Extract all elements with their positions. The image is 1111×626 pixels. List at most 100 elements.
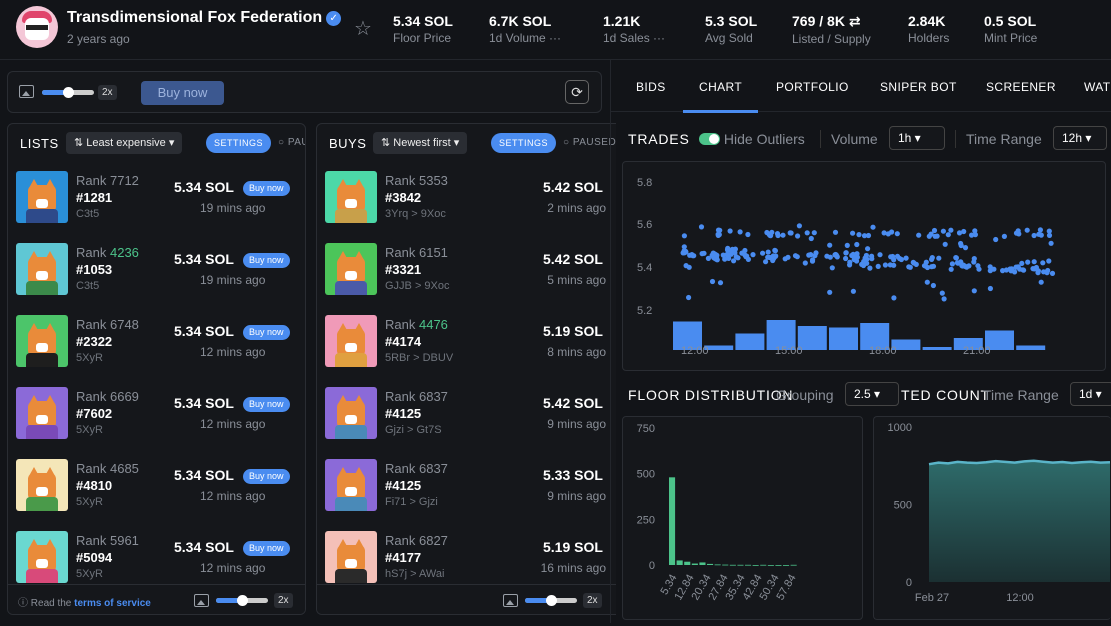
listed-range-dropdown[interactable]: 1d ▾ bbox=[1070, 382, 1111, 406]
listing-row[interactable]: Rank 6748 #2322 5XyR 5.34 SOL Buy now 12 mins… bbox=[8, 306, 305, 378]
rank-label: Rank 5353 bbox=[385, 173, 448, 188]
buys-settings-button[interactable]: SETTINGS bbox=[491, 133, 557, 153]
floor-bar bbox=[714, 564, 721, 566]
volume-bar bbox=[797, 326, 827, 350]
trade-point bbox=[936, 255, 942, 261]
stat-1d-sales[interactable]: 1.21K 1d Sales ··· bbox=[603, 13, 666, 45]
nft-thumbnail[interactable] bbox=[16, 531, 68, 583]
sale-row[interactable]: Rank 6837 #4125 Fi71 > Gjzi 5.33 SOL 9 mins … bbox=[317, 450, 616, 522]
nft-thumbnail[interactable] bbox=[325, 387, 377, 439]
nft-thumbnail[interactable] bbox=[16, 171, 68, 223]
favorite-star-icon[interactable]: ☆ bbox=[354, 18, 372, 40]
rank-value: 4476 bbox=[418, 317, 448, 332]
nft-thumbnail[interactable] bbox=[325, 531, 377, 583]
listed-time: 19 mins ago bbox=[200, 201, 266, 215]
tab-watchlist[interactable]: WATC bbox=[1084, 80, 1111, 94]
owner-address: C3t5 bbox=[76, 208, 100, 220]
row-buy-now-button[interactable]: Buy now bbox=[243, 253, 290, 268]
sale-row[interactable]: Rank 6837 #4125 Gjzi > Gt7S 5.42 SOL 9 mins … bbox=[317, 378, 616, 450]
row-buy-now-button[interactable]: Buy now bbox=[243, 469, 290, 484]
nft-thumbnail[interactable] bbox=[16, 387, 68, 439]
owner-address: GJJB > 9Xoc bbox=[385, 280, 450, 292]
rank-value: 6748 bbox=[109, 317, 139, 332]
floor-bar bbox=[745, 564, 752, 566]
rank-label: Rank 6669 bbox=[76, 389, 139, 404]
row-buy-now-button[interactable]: Buy now bbox=[243, 181, 290, 196]
tab-screener[interactable]: SCREENER bbox=[986, 80, 1056, 94]
lists-settings-button[interactable]: SETTINGS bbox=[206, 133, 272, 153]
nft-thumbnail[interactable] bbox=[16, 243, 68, 295]
sale-price: 5.33 SOL bbox=[543, 467, 603, 483]
nft-number: #1053 bbox=[76, 262, 113, 277]
nft-thumbnail[interactable] bbox=[325, 243, 377, 295]
hide-outliers-toggle[interactable]: Hide Outliers bbox=[699, 131, 805, 147]
floor-bar bbox=[752, 565, 759, 566]
collection-avatar[interactable] bbox=[16, 6, 58, 48]
nft-thumbnail[interactable] bbox=[325, 315, 377, 367]
nft-number: #7602 bbox=[76, 406, 113, 421]
sale-price: 5.42 SOL bbox=[543, 395, 603, 411]
tab-chart[interactable]: CHART bbox=[699, 80, 743, 94]
buys-image-slider[interactable] bbox=[525, 595, 577, 606]
tab-sniper-bot[interactable]: SNIPER BOT bbox=[880, 80, 957, 94]
trade-point bbox=[772, 248, 778, 254]
grouping-dropdown[interactable]: 2.5 ▾ bbox=[845, 382, 899, 406]
row-buy-now-button[interactable]: Buy now bbox=[243, 325, 290, 340]
trade-point bbox=[1013, 230, 1020, 236]
trade-point bbox=[889, 229, 895, 235]
buys-sort-dropdown[interactable]: ⇅ Newest first ▾ bbox=[373, 132, 468, 154]
lists-paused-indicator[interactable]: ○ PAU bbox=[278, 137, 305, 148]
refresh-icon[interactable]: ⟳ bbox=[565, 80, 589, 104]
listing-price: 5.34 SOL bbox=[174, 179, 234, 195]
buys-panel: BUYS ⇅ Newest first ▾ SETTINGS ○ PAUSED … bbox=[316, 123, 616, 615]
floor-bar bbox=[691, 563, 698, 565]
x-tick-label: 15:00 bbox=[775, 345, 803, 357]
stat-listed-supply[interactable]: 769 / 8K ⇄ Listed / Supply bbox=[792, 13, 871, 46]
rank-label: Rank 6748 bbox=[76, 317, 139, 332]
sale-price: 5.19 SOL bbox=[543, 539, 603, 555]
trade-point bbox=[940, 228, 946, 234]
sale-row[interactable]: Rank 6151 #3321 GJJB > 9Xoc 5.42 SOL 5 mins … bbox=[317, 234, 616, 306]
nft-thumbnail[interactable] bbox=[16, 459, 68, 511]
listing-row[interactable]: Rank 5961 #5094 5XyR 5.34 SOL Buy now 12 mins… bbox=[8, 522, 305, 594]
trade-point bbox=[1046, 228, 1052, 234]
trade-point bbox=[930, 282, 936, 289]
tab-bids[interactable]: BIDS bbox=[636, 80, 666, 94]
listing-row[interactable]: Rank 6669 #7602 5XyR 5.34 SOL Buy now 12 mins… bbox=[8, 378, 305, 450]
stat-1d-volume[interactable]: 6.7K SOL 1d Volume ··· bbox=[489, 13, 562, 45]
image-size-slider[interactable] bbox=[42, 87, 94, 98]
trades-chart[interactable]: 5.8 5.6 5.4 5.2 12:00 15:00 18:00 21:00 bbox=[622, 161, 1106, 371]
sale-row[interactable]: Rank 6827 #4177 hS7j > AWai 5.19 SOL 16 mins… bbox=[317, 522, 616, 594]
nft-thumbnail[interactable] bbox=[325, 171, 377, 223]
row-buy-now-button[interactable]: Buy now bbox=[243, 541, 290, 556]
sale-row[interactable]: Rank 4476 #4174 5RBr > DBUV 5.19 SOL 8 mins … bbox=[317, 306, 616, 378]
listing-row[interactable]: Rank 4236 #1053 C3t5 5.34 SOL Buy now 19 mins… bbox=[8, 234, 305, 306]
volume-interval-dropdown[interactable]: 1h ▾ bbox=[889, 126, 945, 150]
lists-sort-dropdown[interactable]: ⇅ Least expensive ▾ bbox=[66, 132, 183, 154]
tab-portfolio[interactable]: PORTFOLIO bbox=[776, 80, 849, 94]
volume-bar bbox=[829, 327, 858, 350]
trade-point bbox=[808, 235, 814, 242]
terms-link[interactable]: terms of service bbox=[74, 598, 151, 609]
trade-point bbox=[764, 229, 770, 236]
lists-image-slider[interactable] bbox=[216, 595, 268, 606]
nft-number: #4174 bbox=[385, 334, 422, 349]
nft-thumbnail[interactable] bbox=[16, 315, 68, 367]
owner-address: 3Yrq > 9Xoc bbox=[385, 208, 446, 220]
sale-time: 5 mins ago bbox=[547, 273, 606, 287]
floor-distribution-chart[interactable]: 750 500 250 0 5.34 12.84 20.34 27.84 35.34 42.84 5… bbox=[622, 416, 863, 620]
sale-row[interactable]: Rank 5353 #3842 3Yrq > 9Xoc 5.42 SOL 2 mins … bbox=[317, 162, 616, 234]
listing-row[interactable]: Rank 7712 #1281 C3t5 5.34 SOL Buy now 19 mins… bbox=[8, 162, 305, 234]
listing-row[interactable]: Rank 4685 #4810 5XyR 5.34 SOL Buy now 12 mins… bbox=[8, 450, 305, 522]
trade-point bbox=[765, 249, 771, 255]
owner-address: 5XyR bbox=[76, 424, 103, 436]
lists-zoom-label: 2x bbox=[274, 593, 293, 608]
nft-number: #4177 bbox=[385, 550, 422, 565]
nft-thumbnail[interactable] bbox=[325, 459, 377, 511]
buys-paused-indicator[interactable]: ○ PAUSED bbox=[563, 137, 616, 148]
trades-range-dropdown[interactable]: 12h ▾ bbox=[1053, 126, 1107, 150]
row-buy-now-button[interactable]: Buy now bbox=[243, 397, 290, 412]
listed-count-chart[interactable]: 1000 500 0 Feb 27 12:00 bbox=[873, 416, 1111, 620]
buy-now-button[interactable]: Buy now bbox=[141, 81, 224, 105]
trade-point bbox=[1040, 260, 1046, 266]
